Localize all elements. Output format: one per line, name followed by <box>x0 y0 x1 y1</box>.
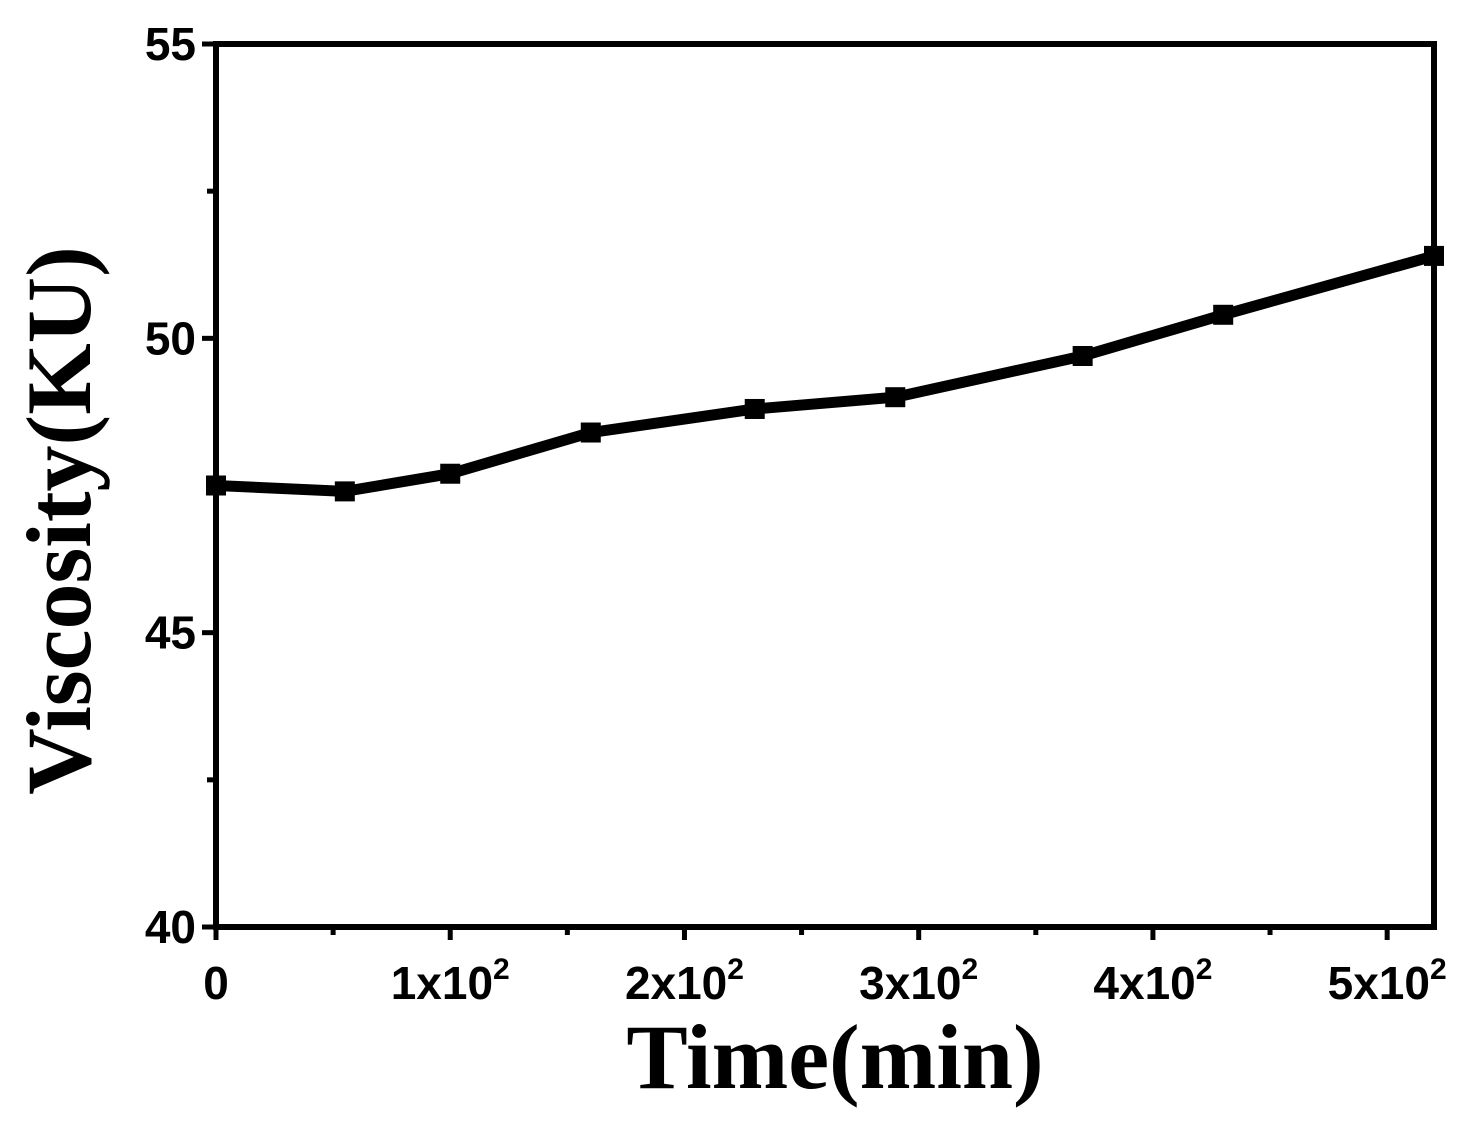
series-line <box>215 250 1436 497</box>
y-tick-label: 40 <box>145 901 196 953</box>
series-layer <box>206 245 1444 502</box>
axis-ticks <box>202 41 1390 940</box>
data-point <box>1213 304 1234 325</box>
data-point <box>885 387 906 408</box>
plot-frame <box>213 41 1437 930</box>
data-point <box>334 481 355 502</box>
x-axis-title: Time(min) <box>626 1006 1043 1108</box>
x-tick-label: 5x102 <box>1328 953 1447 1009</box>
y-tick-label: 45 <box>145 607 196 659</box>
data-point <box>580 422 601 443</box>
data-point <box>744 398 765 419</box>
data-point <box>440 463 461 484</box>
x-tick-label: 2x102 <box>625 953 744 1009</box>
data-point <box>1072 345 1093 366</box>
y-axis-title: Viscosity(KU) <box>8 246 110 795</box>
x-tick-label: 4x102 <box>1093 953 1212 1009</box>
y-tick-label: 55 <box>145 18 196 70</box>
tick-labels: 40 45 50 55 0 1x102 2x102 3x102 4x102 5x102 <box>145 18 1447 1009</box>
y-tick-label: 50 <box>145 312 196 364</box>
x-tick-label: 0 <box>203 957 229 1009</box>
x-tick-label: 3x102 <box>859 953 978 1009</box>
x-tick-label: 1x102 <box>391 953 510 1009</box>
